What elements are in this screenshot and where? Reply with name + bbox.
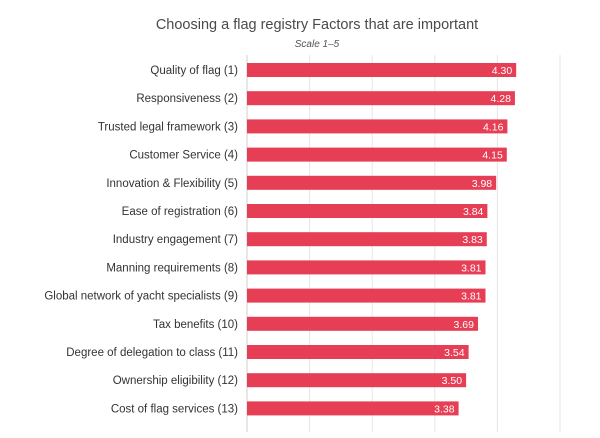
chart-subtitle: Scale 1–5: [295, 39, 340, 50]
category-label: Manning requirements (8): [106, 262, 238, 274]
bar: [247, 91, 515, 106]
value-label: 3.84: [463, 206, 484, 218]
bar: [247, 119, 508, 134]
value-label: 3.50: [442, 375, 463, 387]
category-label: Tax benefits (10): [153, 319, 238, 331]
value-label: 3.54: [444, 347, 465, 359]
bar: [247, 373, 467, 388]
value-label: 4.28: [490, 93, 511, 105]
bar: [247, 175, 497, 190]
bar: [247, 401, 459, 416]
bar: [247, 288, 486, 303]
value-label: 3.81: [461, 262, 482, 274]
category-label: Quality of flag (1): [150, 65, 238, 77]
category-label: Customer Service (4): [129, 150, 238, 162]
category-label: Innovation & Flexibility (5): [106, 178, 238, 190]
bar: [247, 147, 507, 162]
value-label: 4.16: [483, 121, 504, 133]
category-label: Ownership eligibility (12): [113, 375, 238, 387]
bar: [247, 316, 478, 331]
bar: [247, 63, 517, 77]
value-label: 3.81: [461, 291, 482, 303]
bar: [247, 260, 486, 275]
value-label: 3.83: [462, 234, 483, 246]
value-label: 3.69: [454, 319, 475, 331]
chart-title: Choosing a flag registry Factors that ar…: [156, 17, 478, 33]
bars: Quality of flag (1) 4.30 Responsiveness (2…: [44, 63, 517, 416]
category-label: Degree of delegation to class (11): [66, 347, 238, 359]
bar: [247, 345, 469, 359]
value-label: 3.98: [472, 178, 493, 190]
bar: [247, 204, 488, 218]
value-label: 4.30: [492, 65, 513, 77]
bar: [247, 232, 487, 247]
category-label: Responsiveness (2): [136, 93, 238, 105]
value-label: 4.15: [482, 150, 503, 162]
category-label: Ease of registration (6): [122, 206, 239, 218]
category-label: Trusted legal framework (3): [98, 121, 238, 133]
category-label: Cost of flag services (13): [111, 403, 238, 415]
category-label: Global network of yacht specialists (9): [44, 291, 238, 303]
value-label: 3.38: [434, 403, 455, 415]
category-label: Industry engagement (7): [113, 234, 238, 246]
